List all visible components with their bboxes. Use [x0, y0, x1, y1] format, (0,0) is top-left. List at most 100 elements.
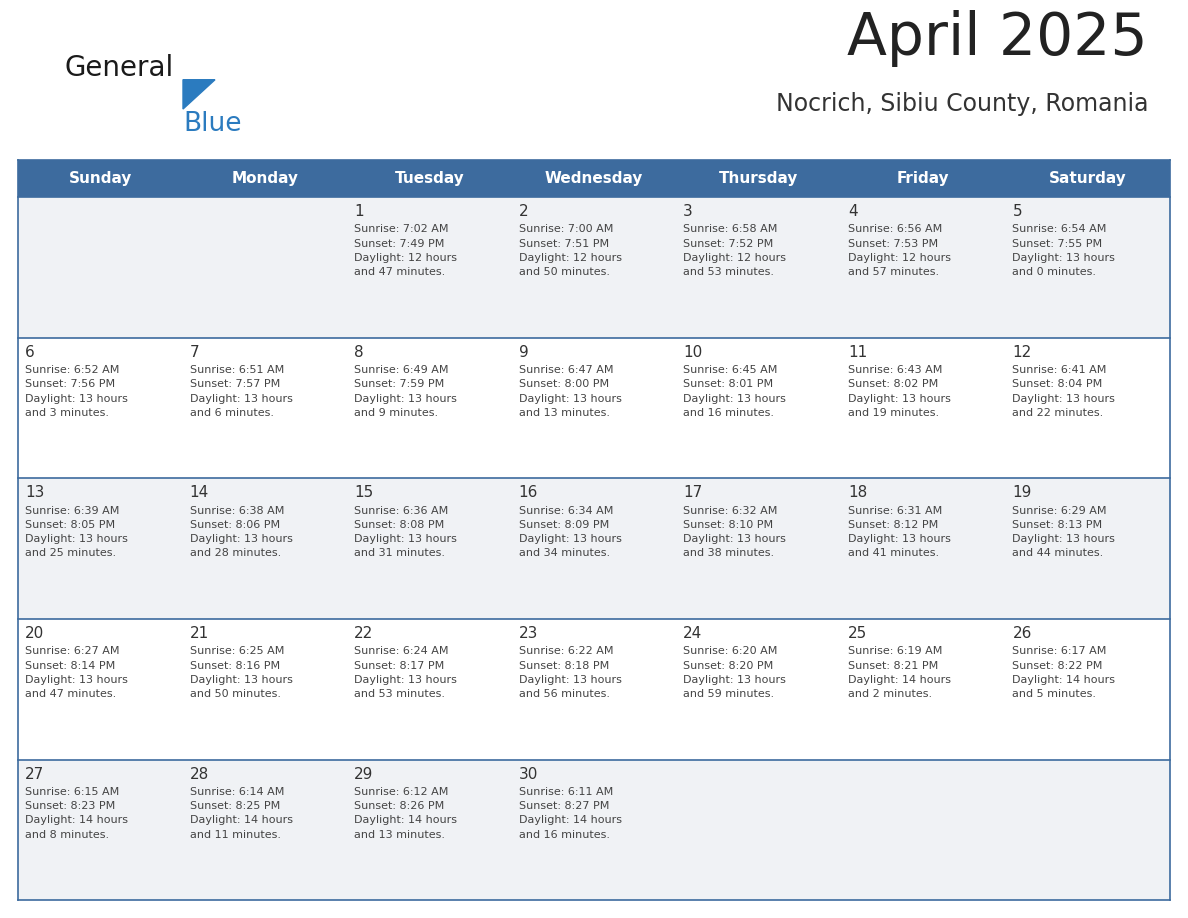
Bar — [18, 619, 1170, 760]
Text: Sunrise: 6:43 AM: Sunrise: 6:43 AM — [848, 365, 942, 375]
Text: Nocrich, Sibiu County, Romania: Nocrich, Sibiu County, Romania — [776, 92, 1148, 116]
Text: Daylight: 13 hours: Daylight: 13 hours — [25, 394, 128, 404]
Text: Daylight: 13 hours: Daylight: 13 hours — [25, 675, 128, 685]
Text: Sunset: 7:56 PM: Sunset: 7:56 PM — [25, 379, 115, 389]
Text: and 28 minutes.: and 28 minutes. — [190, 548, 280, 558]
Text: Sunset: 8:13 PM: Sunset: 8:13 PM — [1012, 520, 1102, 530]
Text: Sunrise: 6:34 AM: Sunrise: 6:34 AM — [519, 506, 613, 516]
Text: Sunset: 8:26 PM: Sunset: 8:26 PM — [354, 801, 444, 812]
Text: Sunrise: 6:36 AM: Sunrise: 6:36 AM — [354, 506, 448, 516]
Text: Sunset: 8:00 PM: Sunset: 8:00 PM — [519, 379, 608, 389]
Text: Sunset: 8:23 PM: Sunset: 8:23 PM — [25, 801, 115, 812]
Text: Sunset: 7:51 PM: Sunset: 7:51 PM — [519, 239, 608, 249]
Text: Sunset: 8:27 PM: Sunset: 8:27 PM — [519, 801, 609, 812]
Text: Sunset: 8:17 PM: Sunset: 8:17 PM — [354, 661, 444, 671]
Text: Sunrise: 6:24 AM: Sunrise: 6:24 AM — [354, 646, 449, 656]
Text: and 59 minutes.: and 59 minutes. — [683, 689, 775, 699]
Text: and 16 minutes.: and 16 minutes. — [519, 830, 609, 840]
Text: and 34 minutes.: and 34 minutes. — [519, 548, 609, 558]
Text: and 47 minutes.: and 47 minutes. — [354, 267, 446, 277]
Text: Sunrise: 6:14 AM: Sunrise: 6:14 AM — [190, 787, 284, 797]
Text: 16: 16 — [519, 486, 538, 500]
Text: Daylight: 13 hours: Daylight: 13 hours — [1012, 534, 1116, 544]
Text: 27: 27 — [25, 767, 44, 781]
Text: Sunrise: 6:25 AM: Sunrise: 6:25 AM — [190, 646, 284, 656]
Bar — [18, 478, 1170, 619]
Text: Sunrise: 6:12 AM: Sunrise: 6:12 AM — [354, 787, 449, 797]
Text: and 53 minutes.: and 53 minutes. — [354, 689, 446, 699]
Text: Sunrise: 6:22 AM: Sunrise: 6:22 AM — [519, 646, 613, 656]
Text: and 3 minutes.: and 3 minutes. — [25, 408, 109, 418]
Text: Daylight: 13 hours: Daylight: 13 hours — [683, 534, 786, 544]
Text: Daylight: 13 hours: Daylight: 13 hours — [519, 534, 621, 544]
Text: Sunset: 8:10 PM: Sunset: 8:10 PM — [683, 520, 773, 530]
Text: Daylight: 13 hours: Daylight: 13 hours — [190, 675, 292, 685]
Text: Sunrise: 7:00 AM: Sunrise: 7:00 AM — [519, 225, 613, 234]
Text: and 6 minutes.: and 6 minutes. — [190, 408, 273, 418]
Text: Sunset: 8:25 PM: Sunset: 8:25 PM — [190, 801, 280, 812]
Text: 8: 8 — [354, 344, 364, 360]
Text: Sunrise: 7:02 AM: Sunrise: 7:02 AM — [354, 225, 449, 234]
Text: 4: 4 — [848, 204, 858, 218]
Text: Daylight: 14 hours: Daylight: 14 hours — [848, 675, 950, 685]
Text: and 53 minutes.: and 53 minutes. — [683, 267, 775, 277]
Text: Daylight: 13 hours: Daylight: 13 hours — [683, 394, 786, 404]
Bar — [18, 160, 1170, 197]
Text: Daylight: 13 hours: Daylight: 13 hours — [683, 675, 786, 685]
Text: Sunrise: 6:17 AM: Sunrise: 6:17 AM — [1012, 646, 1107, 656]
Text: Daylight: 12 hours: Daylight: 12 hours — [519, 252, 621, 263]
Text: Monday: Monday — [232, 171, 298, 186]
Text: Sunrise: 6:39 AM: Sunrise: 6:39 AM — [25, 506, 119, 516]
Text: Thursday: Thursday — [719, 171, 798, 186]
Text: 7: 7 — [190, 344, 200, 360]
Text: Sunset: 8:12 PM: Sunset: 8:12 PM — [848, 520, 939, 530]
Text: 24: 24 — [683, 626, 702, 641]
Text: Daylight: 12 hours: Daylight: 12 hours — [354, 252, 457, 263]
Text: 28: 28 — [190, 767, 209, 781]
Text: General: General — [65, 53, 175, 82]
Text: and 13 minutes.: and 13 minutes. — [354, 830, 446, 840]
Text: Sunrise: 6:41 AM: Sunrise: 6:41 AM — [1012, 365, 1107, 375]
Text: 25: 25 — [848, 626, 867, 641]
Text: Sunset: 8:14 PM: Sunset: 8:14 PM — [25, 661, 115, 671]
Text: Daylight: 14 hours: Daylight: 14 hours — [519, 815, 621, 825]
Text: Sunrise: 6:58 AM: Sunrise: 6:58 AM — [683, 225, 778, 234]
Text: 2: 2 — [519, 204, 529, 218]
Text: Saturday: Saturday — [1049, 171, 1126, 186]
Text: Daylight: 13 hours: Daylight: 13 hours — [1012, 394, 1116, 404]
Text: 9: 9 — [519, 344, 529, 360]
Text: and 8 minutes.: and 8 minutes. — [25, 830, 109, 840]
Text: and 31 minutes.: and 31 minutes. — [354, 548, 446, 558]
Text: Daylight: 13 hours: Daylight: 13 hours — [190, 534, 292, 544]
Text: Sunset: 8:22 PM: Sunset: 8:22 PM — [1012, 661, 1102, 671]
Text: Daylight: 13 hours: Daylight: 13 hours — [354, 675, 457, 685]
Text: and 22 minutes.: and 22 minutes. — [1012, 408, 1104, 418]
Text: 6: 6 — [25, 344, 34, 360]
Text: Sunset: 8:09 PM: Sunset: 8:09 PM — [519, 520, 609, 530]
Text: Sunday: Sunday — [69, 171, 132, 186]
Text: and 9 minutes.: and 9 minutes. — [354, 408, 438, 418]
Text: Sunset: 8:04 PM: Sunset: 8:04 PM — [1012, 379, 1102, 389]
Text: 23: 23 — [519, 626, 538, 641]
Text: and 50 minutes.: and 50 minutes. — [190, 689, 280, 699]
Text: Sunset: 7:53 PM: Sunset: 7:53 PM — [848, 239, 939, 249]
Text: 5: 5 — [1012, 204, 1022, 218]
Text: Wednesday: Wednesday — [545, 171, 643, 186]
Text: Daylight: 14 hours: Daylight: 14 hours — [1012, 675, 1116, 685]
Text: 15: 15 — [354, 486, 373, 500]
Text: and 57 minutes.: and 57 minutes. — [848, 267, 939, 277]
Text: Sunset: 8:20 PM: Sunset: 8:20 PM — [683, 661, 773, 671]
Text: Sunset: 7:49 PM: Sunset: 7:49 PM — [354, 239, 444, 249]
Text: Friday: Friday — [897, 171, 949, 186]
Text: Sunset: 8:02 PM: Sunset: 8:02 PM — [848, 379, 939, 389]
Text: Sunrise: 6:47 AM: Sunrise: 6:47 AM — [519, 365, 613, 375]
Bar — [18, 197, 1170, 338]
Text: Daylight: 14 hours: Daylight: 14 hours — [354, 815, 457, 825]
Text: 30: 30 — [519, 767, 538, 781]
Text: Sunrise: 6:31 AM: Sunrise: 6:31 AM — [848, 506, 942, 516]
Text: Sunrise: 6:32 AM: Sunrise: 6:32 AM — [683, 506, 778, 516]
Text: and 44 minutes.: and 44 minutes. — [1012, 548, 1104, 558]
Text: Sunset: 7:59 PM: Sunset: 7:59 PM — [354, 379, 444, 389]
Text: Daylight: 13 hours: Daylight: 13 hours — [354, 534, 457, 544]
Text: Sunrise: 6:45 AM: Sunrise: 6:45 AM — [683, 365, 778, 375]
